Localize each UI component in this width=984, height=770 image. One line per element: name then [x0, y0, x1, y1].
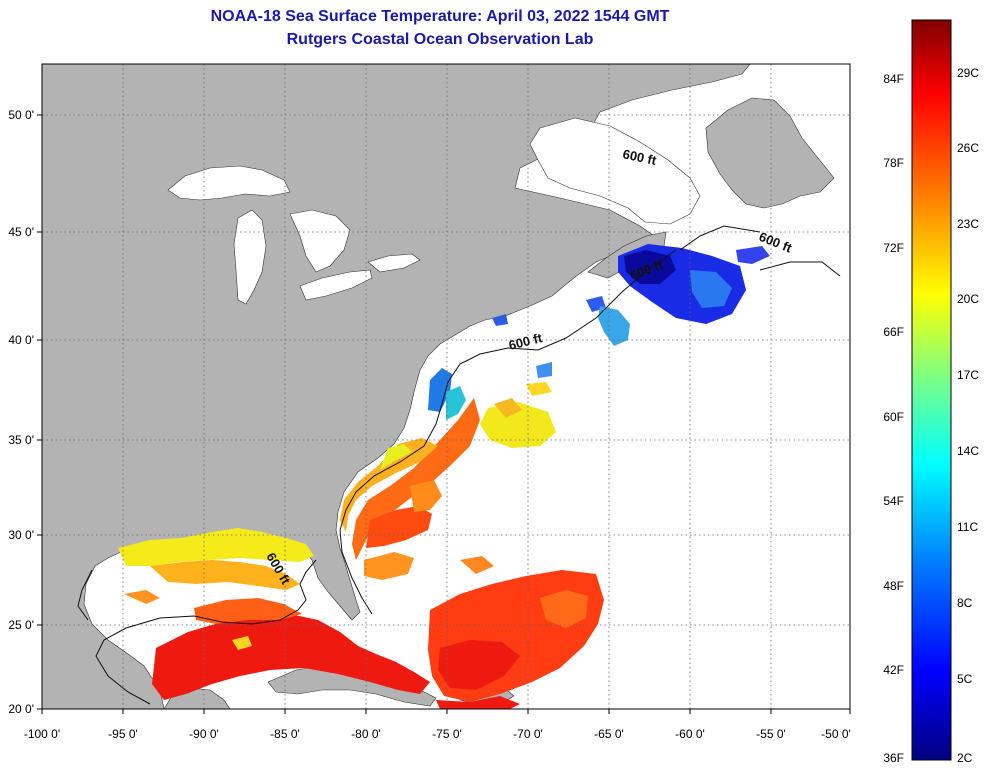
colorbar-c-label: 26C — [957, 141, 979, 155]
colorbar-f-label: 66F — [883, 325, 904, 339]
colorbar — [911, 19, 952, 761]
colorbar-celsius-labels: 29C 26C 23C 20C 17C 14C 11C 8C 5C 2C — [957, 66, 979, 765]
lon-label: -90 0' — [189, 727, 219, 741]
colorbar-c-label: 29C — [957, 66, 979, 80]
colorbar-c-label: 23C — [957, 217, 979, 231]
colorbar-c-label: 14C — [957, 444, 979, 458]
map-title: NOAA-18 Sea Surface Temperature: April 0… — [210, 8, 670, 25]
axis-ticks — [37, 114, 851, 714]
colorbar-c-label: 11C — [957, 520, 978, 534]
colorbar-f-label: 42F — [883, 663, 904, 677]
lat-label: 40 0' — [8, 333, 34, 347]
lon-label: -85 0' — [270, 727, 300, 741]
colorbar-c-label: 5C — [957, 672, 973, 686]
map-frame — [41, 63, 851, 710]
north-america-land — [42, 64, 751, 709]
contour-label: 600 ft — [621, 146, 658, 168]
lon-label: -100 0' — [24, 727, 60, 741]
colorbar-c-label: 17C — [957, 368, 979, 382]
lon-label: -65 0' — [594, 727, 624, 741]
lon-label: -75 0' — [432, 727, 462, 741]
colorbar-f-label: 48F — [883, 579, 904, 593]
lat-label: 50 0' — [8, 108, 34, 122]
lat-label: 35 0' — [8, 433, 34, 447]
latitude-labels: 20 0' 25 0' 30 0' 35 0' 40 0' 45 0' 50 0… — [8, 108, 34, 716]
longitude-labels: -100 0' -95 0' -90 0' -85 0' -80 0' -75 … — [24, 727, 851, 741]
lat-label: 25 0' — [8, 618, 34, 632]
newfoundland-land — [705, 97, 835, 209]
lat-label: 20 0' — [8, 702, 34, 716]
lon-label: -55 0' — [756, 727, 786, 741]
sst-data-layer — [118, 244, 770, 709]
gulf-of-st-lawrence — [529, 117, 701, 225]
colorbar-f-label: 72F — [883, 241, 904, 255]
colorbar-c-label: 2C — [957, 751, 973, 765]
lon-label: -50 0' — [821, 727, 851, 741]
colorbar-c-label: 8C — [957, 596, 973, 610]
colorbar-f-label: 54F — [883, 494, 904, 508]
lat-label: 45 0' — [8, 225, 34, 239]
lake-huron — [289, 209, 351, 273]
lon-label: -95 0' — [108, 727, 138, 741]
lake-michigan — [233, 209, 267, 305]
lake-superior — [167, 165, 291, 201]
isobath-600ft — [77, 225, 841, 705]
colorbar-f-label: 36F — [883, 751, 904, 765]
lat-label: 30 0' — [8, 528, 34, 542]
colorbar-c-label: 20C — [957, 292, 979, 306]
map-subtitle: Rutgers Coastal Ocean Observation Lab — [286, 31, 594, 48]
colorbar-f-label: 60F — [883, 410, 904, 424]
lon-label: -80 0' — [351, 727, 381, 741]
colorbar-f-label: 84F — [883, 72, 904, 86]
colorbar-fahrenheit-labels: 84F 78F 72F 66F 60F 54F 48F 42F 36F — [883, 72, 904, 765]
colorbar-f-label: 78F — [883, 156, 904, 170]
lon-label: -70 0' — [513, 727, 543, 741]
lake-ontario — [367, 253, 421, 273]
lon-label: -60 0' — [675, 727, 705, 741]
lake-erie — [299, 269, 373, 301]
